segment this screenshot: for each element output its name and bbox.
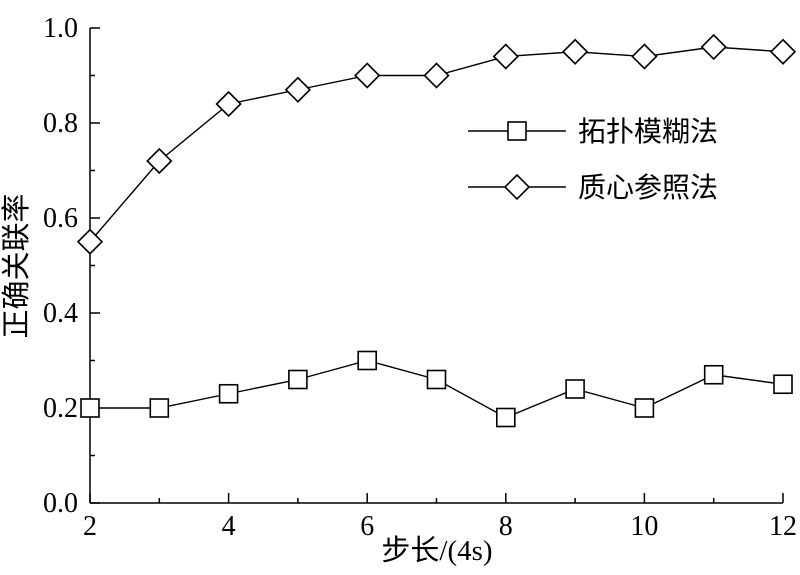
x-axis-label: 步长/(4s) — [381, 534, 492, 567]
data-point-diamond — [769, 38, 797, 65]
data-point-square — [495, 407, 516, 428]
data-point-diamond — [215, 90, 242, 118]
data-point-diamond — [354, 62, 381, 89]
legend-label-topology-fuzzy: 拓扑模糊法 — [578, 116, 718, 148]
data-point-diamond — [146, 147, 173, 175]
data-point-square — [703, 364, 724, 385]
axes — [89, 28, 783, 504]
data-point-square — [357, 350, 378, 371]
x-tick-label: 12 — [769, 511, 797, 542]
data-point-diamond — [631, 43, 658, 70]
data-point-square — [149, 398, 170, 418]
data-point-square — [773, 374, 793, 395]
y-tick-label: 1.0 — [43, 13, 78, 44]
data-point-diamond — [561, 38, 589, 65]
y-tick-label: 0.8 — [43, 108, 78, 139]
legend-label-centroid-reference: 质心参照法 — [578, 172, 718, 204]
series-group — [76, 33, 797, 428]
legend-item-centroid-reference: 质心参照法 — [468, 172, 718, 204]
data-point-square — [80, 398, 100, 418]
square-marker-icon — [507, 121, 527, 141]
data-point-diamond — [76, 228, 104, 255]
data-point-square — [634, 398, 655, 418]
data-point-square — [426, 369, 447, 390]
x-tick-label: 6 — [360, 511, 374, 542]
data-point-diamond — [284, 76, 312, 103]
data-point-square — [565, 379, 585, 399]
x-tick-label: 8 — [499, 511, 513, 542]
data-point-diamond — [700, 33, 727, 61]
ticks: 2 4 6 8 10 12 0.0 0.2 0.4 0.6 0.8 1.0 — [43, 13, 797, 542]
data-point-square — [218, 383, 239, 404]
y-tick-label: 0.0 — [43, 488, 78, 519]
diamond-marker-icon — [503, 173, 531, 201]
y-tick-label: 0.2 — [43, 393, 78, 424]
x-tick-label: 10 — [630, 511, 658, 542]
y-tick-label: 0.4 — [43, 298, 78, 329]
data-point-diamond — [492, 43, 519, 70]
y-tick-label: 0.6 — [43, 203, 78, 234]
data-point-square — [288, 369, 308, 390]
legend: 拓扑模糊法 质心参照法 — [468, 116, 718, 204]
legend-item-topology-fuzzy: 拓扑模糊法 — [468, 116, 718, 148]
y-axis-label: 正确关联率 — [0, 193, 33, 338]
data-point-diamond — [423, 62, 450, 89]
x-tick-label: 2 — [83, 511, 97, 542]
x-tick-label: 4 — [222, 511, 236, 542]
